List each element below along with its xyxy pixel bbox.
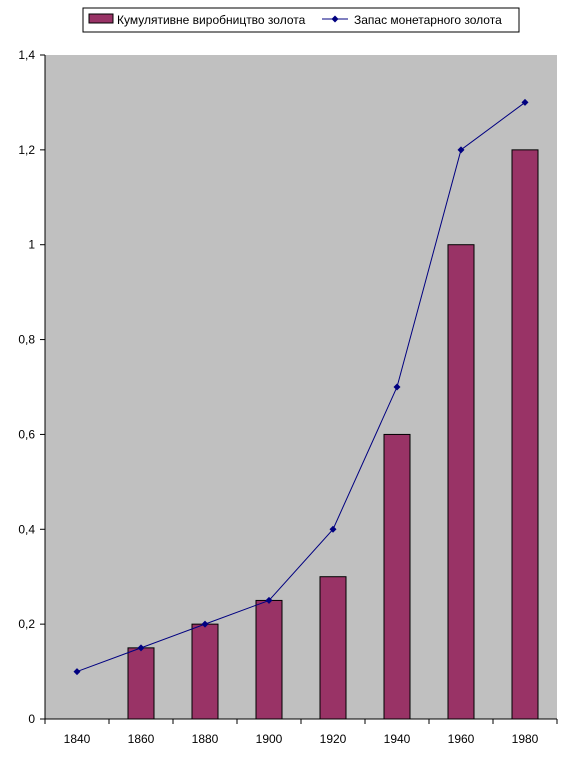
bars [127, 149, 539, 720]
y-tick-label: 0,2 [18, 617, 35, 631]
legend-swatch-marker [331, 15, 339, 23]
legend: Кумулятивне виробництво золота Запас мон… [82, 7, 520, 33]
line-point-1900 [265, 596, 273, 604]
y-tick-label: 1,2 [18, 143, 35, 157]
x-tick-label: 1900 [256, 732, 283, 746]
x-tick-label: 1920 [320, 732, 347, 746]
legend-label-line: Запас монетарного золота [354, 13, 502, 27]
bar-1900 [255, 599, 283, 720]
y-ticks: 0 0,2 0,4 0,6 0,8 1 1,2 1,4 [18, 48, 45, 726]
legend-swatch-bar [88, 13, 114, 24]
line-path [76, 102, 526, 673]
y-tick-label: 1 [28, 238, 35, 252]
line-point-1920 [329, 525, 337, 533]
legend-box [82, 7, 520, 33]
line-point-1860 [137, 644, 145, 652]
bar-1980 [511, 149, 539, 720]
x-tick-label: 1840 [64, 732, 91, 746]
x-tick-label: 1880 [192, 732, 219, 746]
y-tick-label: 0,4 [18, 522, 35, 536]
x-tick-label: 1940 [384, 732, 411, 746]
line-point-1980 [521, 98, 529, 106]
line-point-1840 [73, 668, 81, 676]
bar-1860 [127, 647, 155, 720]
line-point-1940 [393, 383, 401, 391]
plot-area [45, 55, 557, 719]
line-point-1880 [201, 620, 209, 628]
x-ticks: 1840 1860 1880 1900 1920 1940 1960 1980 [44, 719, 558, 746]
line-point-1960 [457, 146, 465, 154]
y-tick-label: 0 [28, 712, 35, 726]
bar-1880 [191, 623, 219, 720]
line-series [73, 98, 529, 676]
y-tick-label: 0,6 [18, 427, 35, 441]
y-tick-label: 0,8 [18, 333, 35, 347]
bar-1960 [447, 244, 475, 720]
x-tick-label: 1980 [512, 732, 539, 746]
legend-label-bar: Кумулятивне виробництво золота [117, 13, 306, 27]
x-tick-label: 1960 [448, 732, 475, 746]
bar-1920 [319, 576, 347, 720]
y-tick-label: 1,4 [18, 48, 35, 62]
x-tick-label: 1860 [128, 732, 155, 746]
bar-1940 [383, 433, 411, 720]
